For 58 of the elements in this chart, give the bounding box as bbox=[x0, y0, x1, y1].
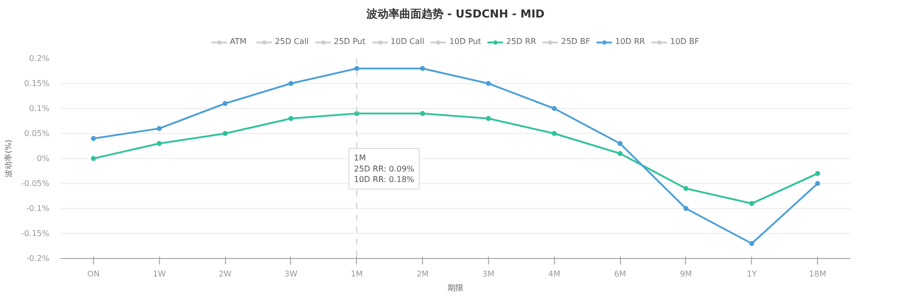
x-tick-label: 1Y bbox=[746, 270, 757, 278]
point bbox=[354, 111, 360, 116]
point bbox=[552, 131, 557, 136]
x-tick-label: 3W bbox=[284, 270, 298, 278]
point bbox=[288, 81, 294, 86]
x-tick-label: 1W bbox=[152, 270, 166, 278]
legend-label: ATM bbox=[230, 37, 248, 46]
legend-label: 25D RR bbox=[506, 37, 536, 46]
point bbox=[288, 116, 294, 121]
legend-label: 25D Call bbox=[274, 37, 309, 46]
point bbox=[552, 106, 557, 111]
y-tick-label: -0.2% bbox=[26, 254, 50, 263]
legend-label: 10D Put bbox=[449, 37, 482, 46]
point bbox=[618, 141, 623, 146]
legend-label: 25D BF bbox=[561, 37, 590, 46]
point bbox=[683, 186, 688, 191]
point bbox=[222, 131, 228, 136]
point bbox=[420, 66, 426, 71]
x-tick-label: 4M bbox=[548, 270, 560, 278]
point bbox=[683, 206, 688, 211]
x-axis-title: 期限 bbox=[448, 284, 464, 292]
y-tick-label: 0% bbox=[36, 154, 50, 163]
point bbox=[486, 116, 491, 121]
y-tick-label: 0.1% bbox=[29, 104, 50, 113]
legend-label: 10D Call bbox=[390, 37, 424, 46]
x-tick-label: 3M bbox=[482, 270, 495, 278]
point bbox=[486, 81, 491, 86]
y-axis-title: 波动率(%) bbox=[4, 140, 14, 178]
y-tick-label: 0.15% bbox=[24, 79, 50, 88]
point bbox=[156, 141, 162, 146]
legend-label: 10D BF bbox=[670, 37, 700, 46]
y-tick-label: -0.15% bbox=[21, 229, 50, 238]
point bbox=[354, 66, 360, 71]
x-tick-label: 2M bbox=[416, 270, 429, 278]
chart-title: 波动率曲面趋势 - USDCNH - MID bbox=[365, 8, 545, 20]
point bbox=[815, 181, 820, 186]
y-tick-label: 0.05% bbox=[24, 129, 50, 138]
x-tick-label: 18M bbox=[809, 270, 826, 278]
point bbox=[90, 136, 96, 141]
point bbox=[222, 101, 228, 106]
point bbox=[749, 201, 754, 206]
legend-label: 10D RR bbox=[615, 37, 646, 46]
x-tick-label: 9M bbox=[680, 270, 692, 278]
x-tick-label: 1M bbox=[350, 270, 363, 278]
point bbox=[618, 151, 623, 156]
y-tick-label: -0.1% bbox=[26, 204, 50, 213]
x-tick-label: 6M bbox=[614, 270, 626, 278]
legend-label: 25D Put bbox=[334, 37, 366, 46]
annotation: 1M 25D RR: 0.09% 10D RR: 0.18% bbox=[354, 154, 415, 184]
x-tick-label: 2W bbox=[218, 270, 232, 278]
x-tick-label: ON bbox=[87, 270, 100, 278]
point bbox=[749, 241, 754, 246]
point bbox=[420, 111, 426, 116]
y-tick-label: -0.05% bbox=[21, 179, 50, 188]
point bbox=[156, 126, 162, 131]
point bbox=[90, 156, 96, 161]
y-tick-label: 0.2% bbox=[29, 54, 50, 63]
point bbox=[815, 171, 820, 176]
